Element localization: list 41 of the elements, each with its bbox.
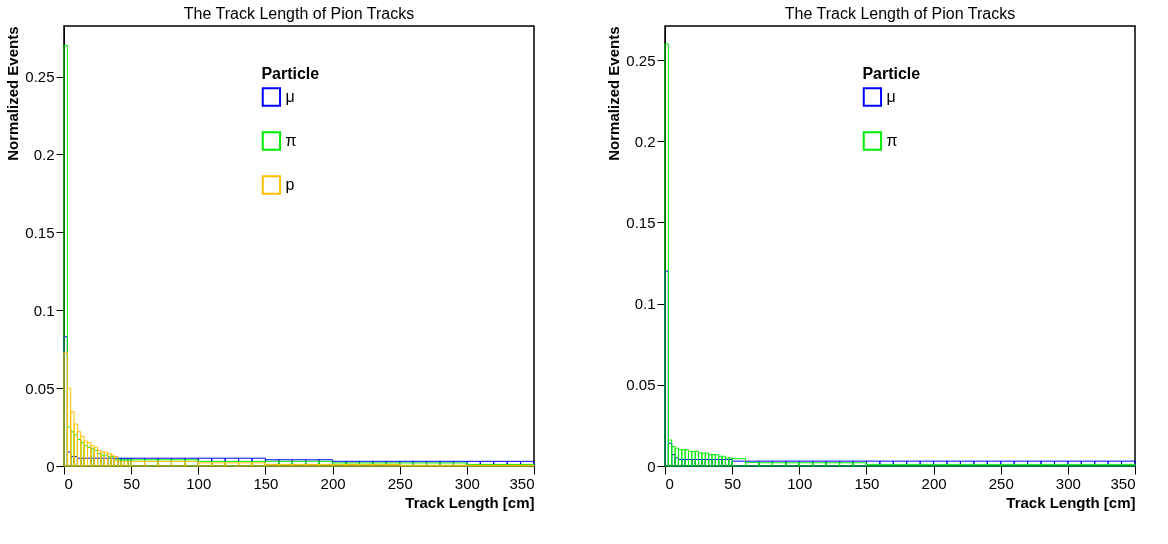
y-axis-title: Normalized Events (4, 26, 22, 161)
chart-title: The Track Length of Pion Tracks (784, 5, 1016, 22)
y-tick-label: 0.25 (626, 51, 656, 69)
x-tick-label: 50 (724, 474, 741, 492)
x-axis-title: Track Length [cm] (405, 493, 535, 511)
x-tick-label: 150 (854, 474, 880, 492)
x-tick-label: 100 (186, 474, 212, 492)
y-tick-label: 0.15 (626, 213, 656, 231)
y-tick-label: 0.2 (634, 132, 656, 150)
legend-label: μ (285, 88, 295, 105)
legend-label: μ (886, 88, 896, 105)
x-tick-label: 350 (1110, 474, 1136, 492)
x-axis-title: Track Length [cm] (1006, 493, 1136, 511)
x-tick-label: 350 (509, 474, 535, 492)
x-tick-label: 50 (123, 474, 140, 492)
y-axis-title: Normalized Events (605, 26, 623, 161)
y-tick-label: 0.15 (25, 223, 55, 241)
y-tick-label: 0 (46, 457, 55, 475)
x-tick-label: 0 (665, 474, 674, 492)
y-tick-label: 0.25 (25, 68, 55, 86)
y-tick-label: 0.05 (626, 376, 656, 394)
y-tick-label: 0 (647, 457, 656, 475)
x-tick-label: 250 (988, 474, 1014, 492)
legend-title: Particle (261, 65, 320, 82)
x-tick-label: 0 (64, 474, 73, 492)
x-tick-label: 300 (1055, 474, 1081, 492)
x-tick-label: 300 (454, 474, 480, 492)
y-tick-label: 0.05 (25, 379, 55, 397)
y-tick-label: 0.1 (634, 295, 656, 313)
legend-title: Particle (862, 65, 921, 82)
x-tick-label: 200 (921, 474, 947, 492)
x-tick-label: 200 (320, 474, 346, 492)
y-tick-label: 0.2 (33, 146, 55, 163)
y-tick-label: 0.1 (33, 301, 55, 319)
legend-label: p (285, 176, 295, 193)
x-tick-label: 150 (253, 474, 279, 492)
legend-label: π (285, 132, 297, 149)
x-tick-label: 100 (787, 474, 813, 492)
legend-label: π (886, 132, 898, 149)
chart-title: The Track Length of Pion Tracks (183, 5, 415, 22)
x-tick-label: 250 (387, 474, 413, 492)
